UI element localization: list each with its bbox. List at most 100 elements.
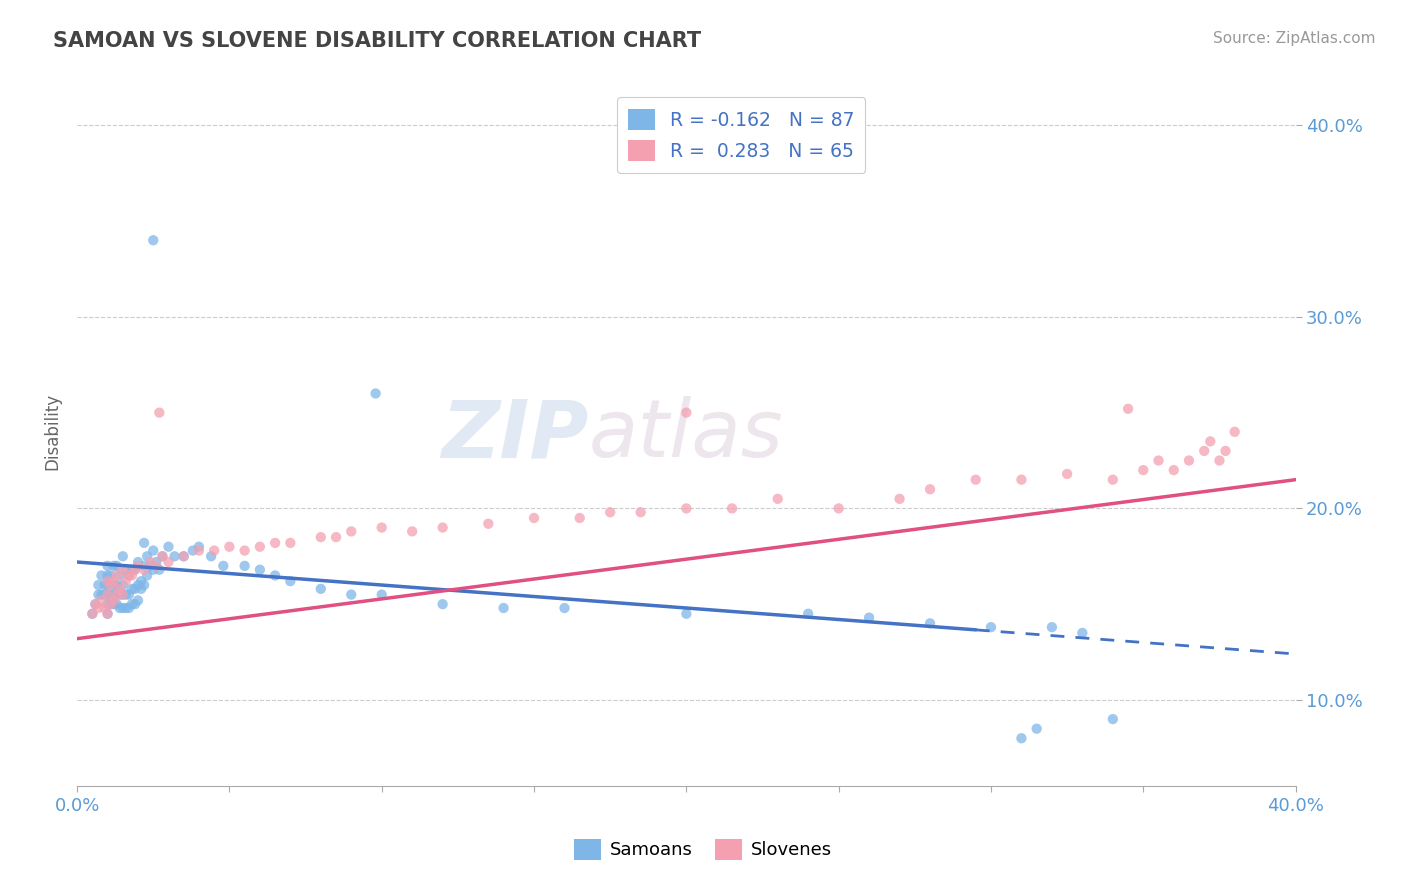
Y-axis label: Disability: Disability bbox=[44, 393, 60, 470]
Point bbox=[965, 473, 987, 487]
Point bbox=[278, 536, 301, 550]
Point bbox=[150, 549, 173, 564]
Point bbox=[105, 597, 128, 611]
Point bbox=[105, 588, 128, 602]
Point bbox=[675, 501, 697, 516]
Point bbox=[121, 582, 143, 596]
Point bbox=[118, 568, 141, 582]
Point bbox=[200, 549, 222, 564]
Point bbox=[980, 620, 1002, 634]
Point bbox=[918, 482, 941, 496]
Point bbox=[181, 543, 204, 558]
Point bbox=[889, 491, 911, 506]
Point bbox=[675, 607, 697, 621]
Point bbox=[124, 563, 146, 577]
Point bbox=[108, 588, 131, 602]
Point bbox=[1116, 401, 1139, 416]
Point bbox=[599, 505, 621, 519]
Point bbox=[278, 574, 301, 589]
Point bbox=[132, 578, 155, 592]
Point bbox=[103, 558, 125, 573]
Point bbox=[1199, 434, 1222, 449]
Point bbox=[1208, 453, 1230, 467]
Point bbox=[142, 233, 165, 247]
Point bbox=[1056, 467, 1078, 481]
Point bbox=[96, 588, 118, 602]
Point bbox=[118, 588, 141, 602]
Text: atlas: atlas bbox=[589, 396, 783, 475]
Point bbox=[111, 578, 134, 592]
Point bbox=[103, 578, 125, 592]
Point bbox=[150, 549, 173, 564]
Point bbox=[136, 568, 159, 582]
Point bbox=[108, 568, 131, 582]
Legend: R = -0.162   N = 87, R =  0.283   N = 65: R = -0.162 N = 87, R = 0.283 N = 65 bbox=[617, 97, 865, 173]
Point bbox=[87, 578, 110, 592]
Point bbox=[187, 540, 209, 554]
Point bbox=[249, 563, 271, 577]
Point bbox=[340, 588, 363, 602]
Point bbox=[1147, 453, 1170, 467]
Point bbox=[1132, 463, 1154, 477]
Point bbox=[918, 616, 941, 631]
Point bbox=[370, 588, 392, 602]
Point bbox=[675, 406, 697, 420]
Point bbox=[114, 574, 136, 589]
Point bbox=[233, 558, 256, 573]
Point bbox=[105, 558, 128, 573]
Point bbox=[100, 588, 122, 602]
Point bbox=[249, 540, 271, 554]
Point bbox=[1178, 453, 1201, 467]
Point bbox=[124, 582, 146, 596]
Point bbox=[432, 520, 454, 534]
Point bbox=[121, 597, 143, 611]
Point bbox=[827, 501, 849, 516]
Point bbox=[132, 536, 155, 550]
Point bbox=[84, 597, 107, 611]
Point bbox=[96, 578, 118, 592]
Point bbox=[114, 601, 136, 615]
Point bbox=[93, 578, 115, 592]
Point bbox=[1010, 473, 1032, 487]
Point bbox=[111, 588, 134, 602]
Text: Source: ZipAtlas.com: Source: ZipAtlas.com bbox=[1212, 31, 1375, 46]
Point bbox=[142, 543, 165, 558]
Point bbox=[87, 588, 110, 602]
Point bbox=[325, 530, 347, 544]
Point bbox=[218, 540, 240, 554]
Point bbox=[103, 574, 125, 589]
Point bbox=[139, 555, 162, 569]
Point bbox=[1101, 473, 1123, 487]
Point bbox=[105, 578, 128, 592]
Point bbox=[103, 597, 125, 611]
Point bbox=[340, 524, 363, 539]
Point bbox=[432, 597, 454, 611]
Point bbox=[108, 601, 131, 615]
Point bbox=[157, 555, 180, 569]
Point bbox=[1223, 425, 1246, 439]
Point bbox=[129, 574, 152, 589]
Point bbox=[187, 543, 209, 558]
Point bbox=[1010, 731, 1032, 746]
Point bbox=[121, 563, 143, 577]
Point bbox=[96, 574, 118, 589]
Point bbox=[721, 501, 744, 516]
Point bbox=[264, 536, 287, 550]
Point bbox=[148, 563, 170, 577]
Point bbox=[90, 588, 112, 602]
Text: ZIP: ZIP bbox=[441, 396, 589, 475]
Point bbox=[309, 582, 332, 596]
Point bbox=[96, 607, 118, 621]
Point bbox=[1101, 712, 1123, 726]
Legend: Samoans, Slovenes: Samoans, Slovenes bbox=[567, 831, 839, 867]
Point bbox=[100, 597, 122, 611]
Point bbox=[139, 558, 162, 573]
Point bbox=[1163, 463, 1185, 477]
Point bbox=[100, 597, 122, 611]
Point bbox=[492, 601, 515, 615]
Point bbox=[202, 543, 225, 558]
Point bbox=[105, 568, 128, 582]
Point bbox=[127, 578, 149, 592]
Point bbox=[111, 549, 134, 564]
Point bbox=[105, 588, 128, 602]
